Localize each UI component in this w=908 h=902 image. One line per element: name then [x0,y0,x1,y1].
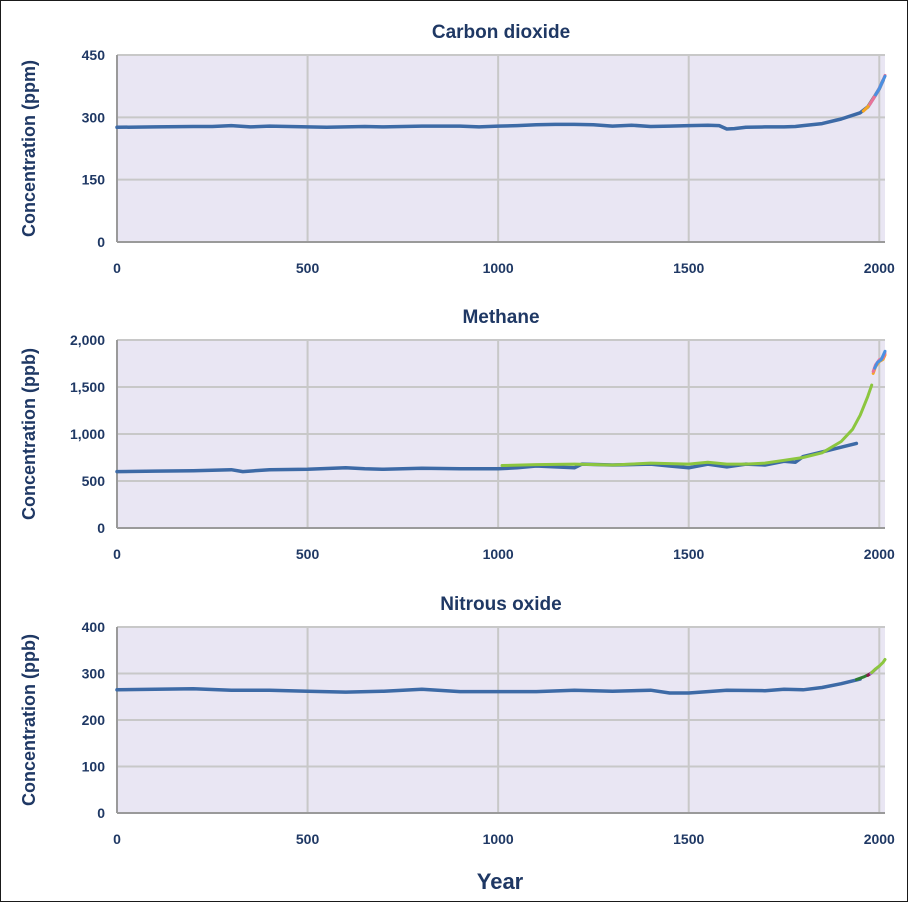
x-tick-label: 2000 [864,831,895,847]
x-tick-label: 500 [296,546,320,562]
y-tick-label: 1,000 [70,426,105,442]
y-tick-label: 200 [82,712,106,728]
series-line [874,74,887,97]
series-line [115,677,862,695]
x-tick-label: 1000 [483,260,514,276]
series-line [870,658,887,675]
y-tick-label: 2,000 [70,332,105,348]
chart-title: Carbon dioxide [432,22,570,43]
y-axis-label: Concentration (ppm) [19,60,39,237]
y-tick-label: 300 [82,109,106,125]
chart-title: Nitrous oxide [440,594,561,615]
x-tick-label: 2000 [864,260,895,276]
y-tick-label: 0 [97,520,105,536]
x-tick-label: 1500 [673,546,704,562]
y-tick-label: 400 [82,619,106,635]
x-tick-label: 0 [113,260,121,276]
y-tick-label: 450 [82,47,106,63]
panel-3: 0 100 200 300 400 0 500 1000 1500 2000 Nitrous oxi… [19,594,895,847]
series-line [873,349,887,370]
series-line [115,78,885,131]
x-tick-label: 500 [296,260,320,276]
x-tick-label: 1500 [673,260,704,276]
panel-2: 0 500 1,000 1,500 2,000 0 500 1000 1500 2000 Metha… [19,307,895,562]
chart-title: Methane [462,307,539,328]
panel-1: 0 150 300 450 0 500 1000 1500 2000 Carbon dioxide… [19,22,895,276]
x-tick-label: 1000 [483,546,514,562]
x-tick-label: 0 [113,831,121,847]
x-tick-label: 500 [296,831,320,847]
plot-area [117,55,885,242]
x-tick-label: 1500 [673,831,704,847]
y-tick-label: 150 [82,172,106,188]
x-tick-label: 1000 [483,831,514,847]
x-tick-label: 2000 [864,546,895,562]
y-tick-label: 0 [97,234,105,250]
x-tick-label: 0 [113,546,121,562]
y-tick-label: 300 [82,666,106,682]
y-axis-label: Concentration (ppb) [19,348,39,520]
y-tick-label: 500 [82,473,106,489]
y-axis-label: Concentration (ppb) [19,634,39,806]
series-line [500,383,874,467]
y-tick-label: 100 [82,759,106,775]
y-tick-label: 1,500 [70,379,105,395]
y-tick-label: 0 [97,805,105,821]
x-axis-label: Year [477,869,524,894]
